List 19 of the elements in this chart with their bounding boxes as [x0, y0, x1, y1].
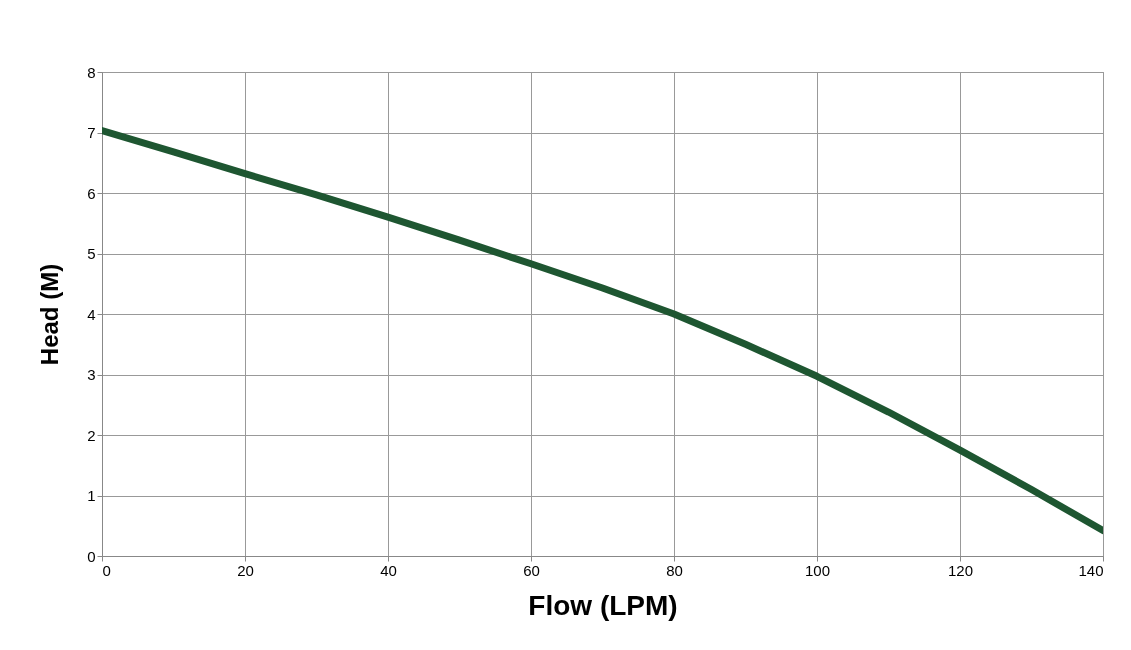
y-tick-label: 8: [87, 63, 96, 81]
y-tick-label: 3: [87, 366, 96, 383]
x-tick-label: 0: [102, 561, 111, 579]
x-axis-title: Flow (LPM): [528, 589, 678, 621]
y-tick-label: 2: [87, 426, 96, 444]
y-tick-label: 7: [87, 124, 96, 141]
x-tick-label: 120: [947, 561, 974, 579]
x-tick-label: 20: [237, 561, 254, 579]
y-tick-label: 4: [87, 305, 96, 323]
x-tick-label: 60: [523, 561, 540, 579]
x-tick-label: 140: [1078, 561, 1104, 579]
x-tick-label: 80: [666, 561, 683, 579]
x-tick-label: 100: [804, 561, 831, 579]
y-axis-title: Head (M): [36, 263, 64, 366]
y-tick-label: 5: [87, 245, 96, 262]
y-tick-label: 1: [87, 487, 96, 504]
y-tick-label: 0: [87, 547, 96, 565]
x-tick-label: 40: [380, 561, 397, 579]
y-tick-label: 6: [87, 184, 96, 202]
